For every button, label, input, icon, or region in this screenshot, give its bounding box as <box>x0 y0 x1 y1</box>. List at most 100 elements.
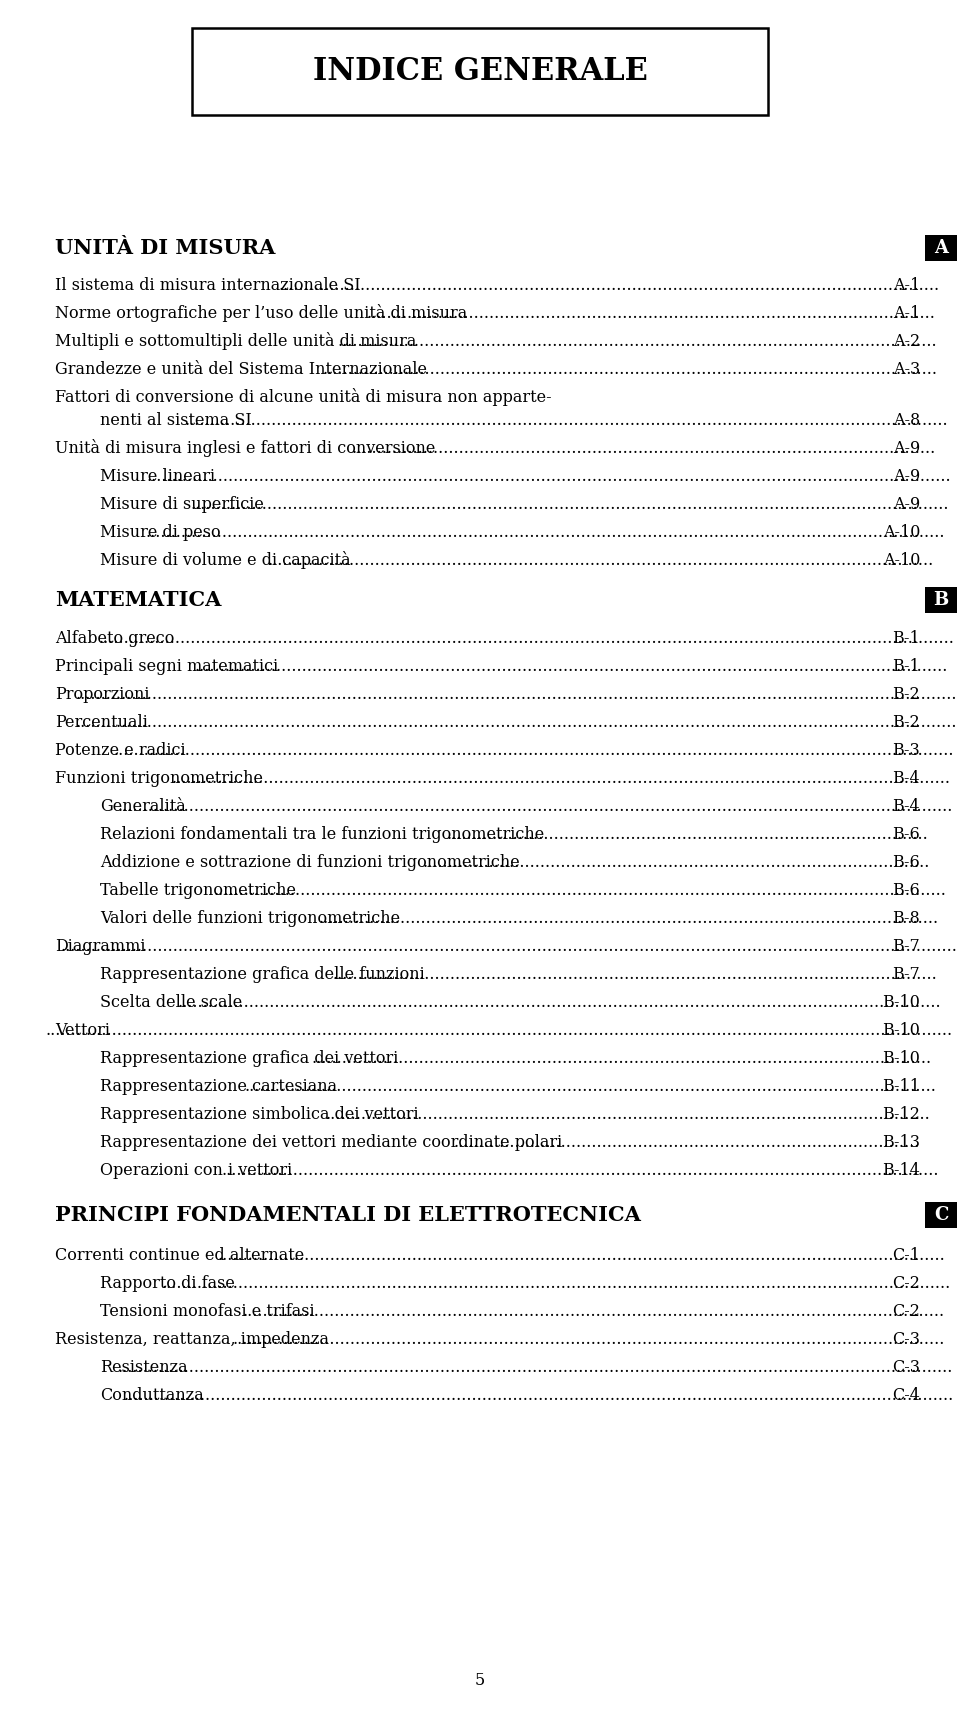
Text: ................................................................................: ........................................… <box>161 1274 950 1291</box>
Text: Misure di volume e di capacità: Misure di volume e di capacità <box>100 551 350 569</box>
Text: ................................................................................: ........................................… <box>147 467 951 484</box>
Text: Rappresentazione grafica delle funzioni: Rappresentazione grafica delle funzioni <box>100 966 424 983</box>
Text: B-2: B-2 <box>893 686 920 703</box>
Text: ................................................................................: ........................................… <box>178 994 941 1011</box>
Text: C-2: C-2 <box>892 1303 920 1320</box>
Text: ................................................................................: ........................................… <box>75 713 957 730</box>
Text: Percentuali: Percentuali <box>55 713 148 730</box>
Text: Norme ortografiche per l’uso delle unità di misura: Norme ortografiche per l’uso delle unità… <box>55 304 468 321</box>
Text: ................................................................................: ........................................… <box>366 304 935 321</box>
Text: Misure di peso: Misure di peso <box>100 523 221 540</box>
Text: PRINCIPI FONDAMENTALI DI ELETTROTECNICA: PRINCIPI FONDAMENTALI DI ELETTROTECNICA <box>55 1206 641 1224</box>
Text: C-3: C-3 <box>892 1330 920 1347</box>
Text: ................................................................................: ........................................… <box>195 658 948 674</box>
Text: ................................................................................: ........................................… <box>323 361 938 378</box>
Text: Tensioni monofasi e trifasi: Tensioni monofasi e trifasi <box>100 1303 315 1320</box>
Text: A-1: A-1 <box>893 304 920 321</box>
Text: ................................................................................: ........................................… <box>245 1077 936 1094</box>
Text: B-12: B-12 <box>882 1105 920 1122</box>
Text: ................................................................................: ........................................… <box>243 1303 945 1320</box>
Text: ................................................................................: ........................................… <box>232 1330 945 1347</box>
Text: Il sistema di misura internazionale SI: Il sistema di misura internazionale SI <box>55 277 361 294</box>
Text: C: C <box>934 1206 948 1224</box>
Text: Scelta delle scale: Scelta delle scale <box>100 994 242 1011</box>
Text: B-6: B-6 <box>892 826 920 843</box>
Text: ................................................................................: ........................................… <box>45 1021 952 1038</box>
Text: A-3: A-3 <box>893 361 920 378</box>
Bar <box>925 587 957 612</box>
Text: Proporzioni: Proporzioni <box>55 686 150 703</box>
Text: ................................................................................: ........................................… <box>124 1387 953 1404</box>
Text: ................................................................................: ........................................… <box>337 332 937 349</box>
Text: B-7: B-7 <box>892 937 920 954</box>
Text: 5: 5 <box>475 1671 485 1688</box>
Bar <box>925 234 957 262</box>
Text: B-10: B-10 <box>882 994 920 1011</box>
Text: ................................................................................: ........................................… <box>423 853 930 870</box>
Text: ................................................................................: ........................................… <box>326 1105 930 1122</box>
Text: Principali segni matematici: Principali segni matematici <box>55 658 278 674</box>
Text: A-1: A-1 <box>893 277 920 294</box>
Text: Rappresentazione grafica dei vettori: Rappresentazione grafica dei vettori <box>100 1050 398 1067</box>
Bar <box>925 1202 957 1228</box>
Text: ................................................................................: ........................................… <box>318 910 938 927</box>
Text: Valori delle funzioni trigonometriche: Valori delle funzioni trigonometriche <box>100 910 400 927</box>
Text: B-14: B-14 <box>882 1161 920 1178</box>
Text: B-1: B-1 <box>892 629 920 646</box>
Text: A-9: A-9 <box>893 467 920 484</box>
Text: Vettori: Vettori <box>55 1021 110 1038</box>
Text: Relazioni fondamentali tra le funzioni trigonometriche: Relazioni fondamentali tra le funzioni t… <box>100 826 544 843</box>
Text: Multipli e sottomultipli delle unità di misura: Multipli e sottomultipli delle unità di … <box>55 332 417 351</box>
Text: ................................................................................: ........................................… <box>60 937 958 954</box>
Text: Correnti continue ed alternate: Correnti continue ed alternate <box>55 1247 304 1264</box>
Text: Misure di superficie: Misure di superficie <box>100 496 264 513</box>
Text: Generalità: Generalità <box>100 797 185 814</box>
Text: Operazioni con i vettori: Operazioni con i vettori <box>100 1161 292 1178</box>
Text: A-10: A-10 <box>882 523 920 540</box>
Text: ................................................................................: ........................................… <box>117 1358 953 1375</box>
Text: MATEMATICA: MATEMATICA <box>55 590 222 610</box>
Text: B-4: B-4 <box>893 770 920 787</box>
Text: B-13: B-13 <box>882 1134 920 1151</box>
Text: B-7: B-7 <box>892 966 920 983</box>
Text: A-9: A-9 <box>893 496 920 513</box>
Text: B-10: B-10 <box>882 1021 920 1038</box>
Text: A-10: A-10 <box>882 552 920 568</box>
Text: INDICE GENERALE: INDICE GENERALE <box>313 56 647 87</box>
Text: Rappresentazione dei vettori mediante coordinate polari: Rappresentazione dei vettori mediante co… <box>100 1134 563 1151</box>
Text: Potenze e radici: Potenze e radici <box>55 742 185 759</box>
Text: Diagrammi: Diagrammi <box>55 937 146 954</box>
Text: Rappresentazione simbolica dei vettori: Rappresentazione simbolica dei vettori <box>100 1105 419 1122</box>
Text: B-1: B-1 <box>892 658 920 674</box>
Text: ................................................................................: ........................................… <box>213 881 947 898</box>
Text: Resistenza, reattanza, impedenza: Resistenza, reattanza, impedenza <box>55 1330 329 1347</box>
Text: Alfabeto greco: Alfabeto greco <box>55 629 175 646</box>
Text: ................................................................................: ........................................… <box>268 552 934 568</box>
Text: ................................................................................: ........................................… <box>333 966 938 983</box>
Text: Funzioni trigonometriche: Funzioni trigonometriche <box>55 770 263 787</box>
Text: Misure lineari: Misure lineari <box>100 467 215 484</box>
Text: Fattori di conversione di alcune unità di misura non apparte-: Fattori di conversione di alcune unità d… <box>55 388 552 405</box>
Text: A: A <box>934 239 948 256</box>
Text: ................................................................................: ........................................… <box>172 770 950 787</box>
Text: A-2: A-2 <box>893 332 920 349</box>
Text: ................................................................................: ........................................… <box>218 1247 946 1264</box>
Text: Grandezze e unità del Sistema Internazionale: Grandezze e unità del Sistema Internazio… <box>55 361 427 378</box>
Text: ................................................................................: ........................................… <box>278 277 940 294</box>
Text: ................................................................................: ........................................… <box>190 496 948 513</box>
Text: B-11: B-11 <box>882 1077 920 1094</box>
Text: ................................................................................: ........................................… <box>351 439 936 457</box>
Text: ................................................................................: ........................................… <box>446 826 927 843</box>
Text: nenti al sistema SI: nenti al sistema SI <box>100 412 252 429</box>
Text: Rappresentazione cartesiana: Rappresentazione cartesiana <box>100 1077 337 1094</box>
Text: ................................................................................: ........................................… <box>113 742 953 759</box>
Text: B: B <box>933 592 948 609</box>
Text: C-2: C-2 <box>892 1274 920 1291</box>
Text: C-3: C-3 <box>892 1358 920 1375</box>
Text: Tabelle trigonometriche: Tabelle trigonometriche <box>100 881 296 898</box>
Text: B-2: B-2 <box>893 713 920 730</box>
Text: B-3: B-3 <box>892 742 920 759</box>
Text: B-6: B-6 <box>892 881 920 898</box>
Text: Resistenza: Resistenza <box>100 1358 187 1375</box>
Text: ................................................................................: ........................................… <box>117 797 953 814</box>
